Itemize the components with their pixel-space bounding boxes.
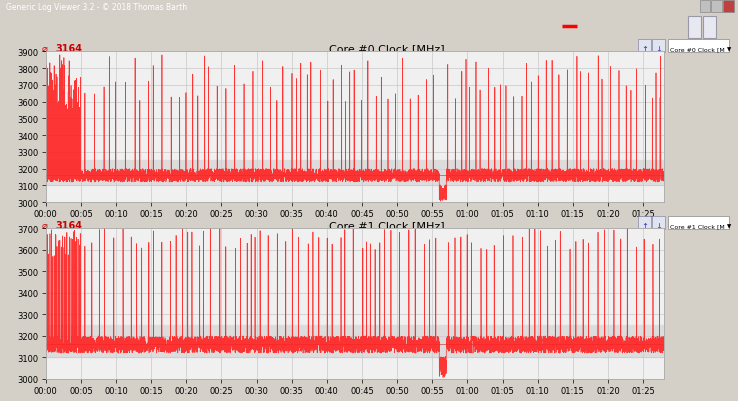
Text: ↑: ↑ [641, 45, 648, 54]
FancyBboxPatch shape [638, 40, 651, 53]
FancyBboxPatch shape [688, 17, 701, 39]
Text: ↓: ↓ [655, 221, 663, 230]
FancyBboxPatch shape [667, 216, 728, 230]
Bar [46, 161, 664, 186]
Bar [46, 325, 664, 357]
FancyBboxPatch shape [703, 17, 716, 39]
Text: Core #1 Clock [MHz]: Core #1 Clock [MHz] [328, 221, 444, 231]
Text: ⌀: ⌀ [42, 45, 48, 54]
Text: ↓: ↓ [655, 45, 663, 54]
FancyBboxPatch shape [638, 216, 651, 230]
FancyBboxPatch shape [667, 40, 728, 53]
FancyBboxPatch shape [723, 1, 734, 12]
Text: ▼: ▼ [727, 47, 731, 52]
FancyBboxPatch shape [652, 40, 665, 53]
Text: ▼: ▼ [727, 223, 731, 228]
Text: ⌀: ⌀ [42, 221, 48, 231]
Text: 3164: 3164 [56, 45, 83, 54]
FancyBboxPatch shape [700, 1, 710, 12]
Text: Core #0 Clock [MHz]: Core #0 Clock [MHz] [328, 45, 444, 54]
FancyBboxPatch shape [711, 1, 722, 12]
Text: Generic Log Viewer 3.2 - © 2018 Thomas Barth: Generic Log Viewer 3.2 - © 2018 Thomas B… [6, 2, 187, 12]
FancyBboxPatch shape [652, 216, 665, 230]
Text: Core #1 Clock [M: Core #1 Clock [M [670, 223, 725, 228]
Text: Core #0 Clock [M: Core #0 Clock [M [670, 47, 725, 52]
Text: 3164: 3164 [56, 221, 83, 231]
Text: ↑: ↑ [641, 221, 648, 230]
